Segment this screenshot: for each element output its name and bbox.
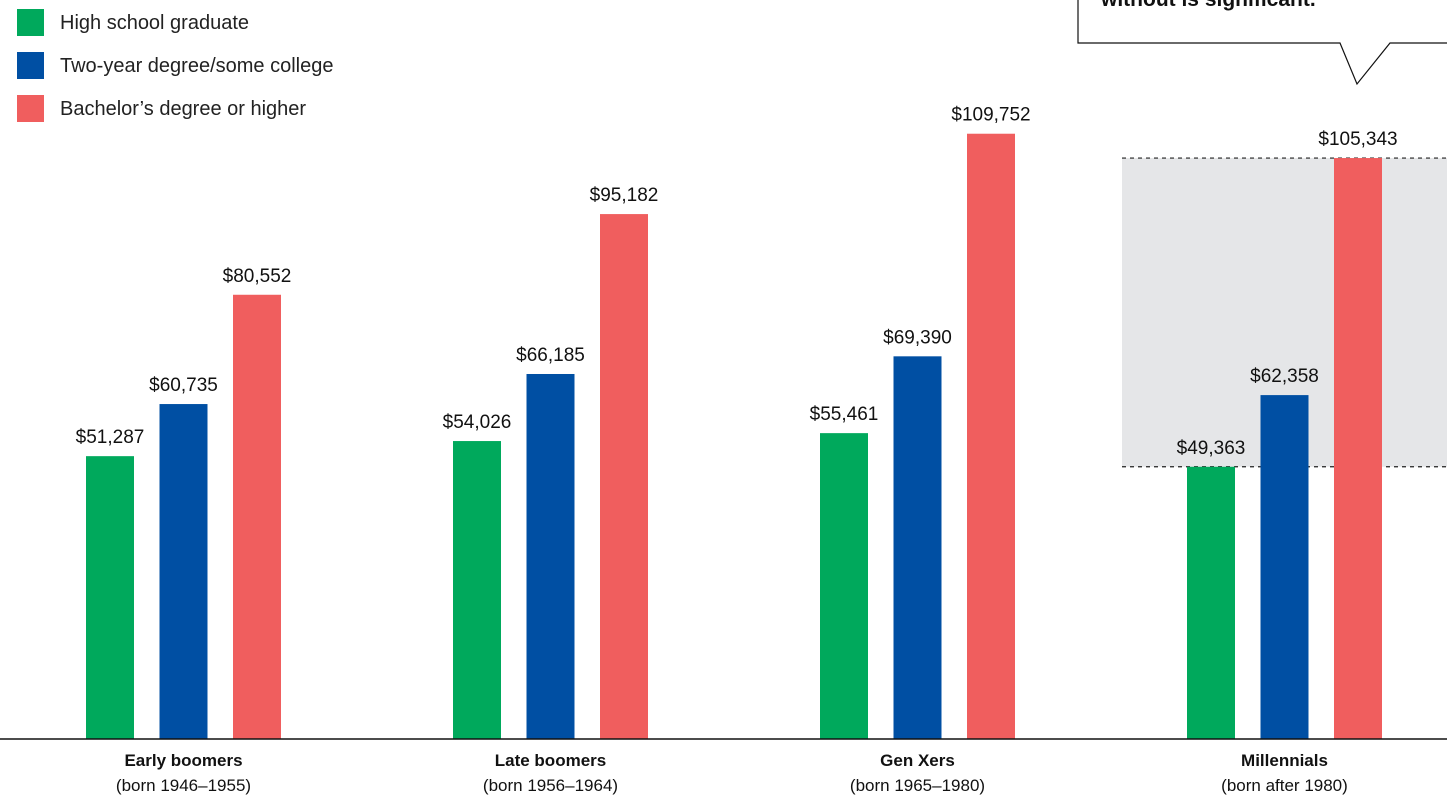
data-label: $49,363	[1177, 438, 1246, 459]
bar-high-school	[1187, 466, 1235, 739]
legend: High school graduate Two-year degree/som…	[17, 9, 333, 122]
data-label: $62,358	[1250, 366, 1319, 387]
bar-two-year	[159, 404, 208, 739]
data-label: $80,552	[223, 266, 292, 287]
category-label: Gen Xers	[880, 751, 955, 770]
bars: $51,287 $60,735 $80,552 $54,026 $66,185 $95,1…	[76, 105, 1398, 740]
bar-bachelors	[967, 133, 1015, 740]
legend-label-high-school: High school graduate	[60, 12, 249, 34]
legend-label-two-year: Two-year degree/some college	[60, 55, 333, 77]
data-label: $60,735	[149, 375, 218, 396]
data-label: $66,185	[516, 345, 585, 366]
category-label: Late boomers	[495, 751, 606, 770]
bar-bachelors	[1334, 158, 1382, 740]
data-label: $95,182	[590, 185, 659, 206]
bar-two-year	[1260, 395, 1309, 739]
category-sublabel: (born 1965–1980)	[850, 776, 985, 795]
bar-high-school	[820, 433, 868, 739]
bar-high-school	[86, 456, 134, 739]
legend-item: Bachelor’s degree or higher	[17, 95, 306, 122]
category-sublabel: (born 1946–1955)	[116, 776, 251, 795]
category-label: Millennials	[1241, 751, 1328, 770]
legend-swatch-bachelors	[17, 95, 44, 122]
x-axis-labels: Early boomers (born 1946–1955) Late boomer…	[116, 751, 1348, 795]
bar-bachelors	[233, 294, 281, 739]
category-sublabel: (born after 1980)	[1221, 776, 1348, 795]
data-label: $55,461	[810, 404, 879, 425]
data-label: $54,026	[443, 412, 512, 433]
category-sublabel: (born 1956–1964)	[483, 776, 618, 795]
callout-text: without is significant.	[1100, 0, 1316, 11]
data-label: $109,752	[951, 105, 1030, 126]
legend-swatch-high-school	[17, 9, 44, 36]
legend-swatch-two-year	[17, 52, 44, 79]
data-label: $51,287	[76, 427, 145, 448]
callout-box: without is significant.	[1077, 0, 1447, 86]
legend-item: High school graduate	[17, 9, 249, 36]
legend-item: Two-year degree/some college	[17, 52, 333, 79]
callout-shape	[1077, 0, 1447, 86]
bar-two-year	[526, 373, 575, 739]
legend-label-bachelors: Bachelor’s degree or higher	[60, 98, 306, 120]
bar-two-year	[893, 356, 942, 739]
data-label: $69,390	[883, 327, 952, 348]
category-label: Early boomers	[124, 751, 242, 770]
bar-high-school	[453, 441, 501, 739]
data-label: $105,343	[1318, 129, 1397, 150]
bar-bachelors	[600, 214, 648, 739]
